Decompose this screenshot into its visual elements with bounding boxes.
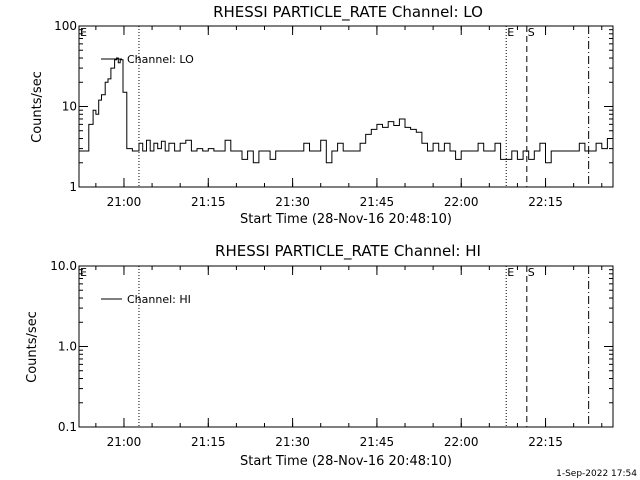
x-tick-label: 21:30 [275,435,310,449]
chart-title: RHESSI PARTICLE_RATE Channel: HI [215,242,481,261]
marker-label-E-axis: E [80,26,87,39]
vertical-markers: E SE [80,266,590,427]
x-tick-label: 22:15 [528,435,563,449]
plot-frame [78,265,614,428]
marker-label-S: S [528,26,535,39]
x-ticks: 21:00 21:15 21:30 21:45 22:00 22:15 [95,266,603,449]
x-tick-label: 22:00 [444,435,479,449]
chart-title: RHESSI PARTICLE_RATE Channel: LO [213,3,483,22]
vertical-markers: E SE [80,26,590,187]
legend: Channel: LO [101,53,194,66]
y-axis-label: Counts/sec [30,71,45,143]
legend-label: Channel: HI [127,293,191,306]
y-axis-label: Counts/sec [25,311,40,383]
y-tick-label: 10 [62,100,77,114]
x-tick-label: 22:00 [444,195,479,209]
y-ticks: 1 10 100 [54,19,613,194]
plot-frame [78,25,614,188]
x-tick-label: 21:45 [360,435,395,449]
timestamp: 1-Sep-2022 17:54 [556,469,637,479]
marker-label-E: E [507,266,514,279]
x-axis-label: Start Time (28-Nov-16 20:48:10) [240,454,452,469]
y-tick-label: 10.0 [50,259,77,273]
y-tick-label: 100 [54,19,77,33]
x-tick-label: 21:00 [107,435,142,449]
marker-label-E-axis: E [80,266,87,279]
x-tick-label: 22:15 [528,195,563,209]
legend-label: Channel: LO [127,53,194,66]
data-series [79,57,613,164]
x-ticks: 21:00 21:15 21:30 21:45 22:00 22:15 [95,26,603,209]
legend: Channel: HI [101,293,191,306]
series-line [79,57,613,164]
marker-label-E: E [507,26,514,39]
x-tick-label: 21:45 [360,195,395,209]
y-ticks: 0.1 1.0 10.0 [50,259,613,434]
x-tick-label: 21:00 [107,195,142,209]
hi-channel-panel: RHESSI PARTICLE_RATE Channel: HI Counts/… [25,242,614,469]
x-tick-label: 21:15 [191,195,226,209]
marker-label-S: S [528,266,535,279]
y-tick-label: 0.1 [58,420,77,434]
lo-channel-panel: RHESSI PARTICLE_RATE Channel: LO Counts/… [30,3,614,227]
x-tick-label: 21:30 [275,195,310,209]
y-tick-label: 1 [69,180,77,194]
y-tick-label: 1.0 [58,340,77,354]
x-tick-label: 21:15 [191,435,226,449]
x-axis-label: Start Time (28-Nov-16 20:48:10) [240,212,452,227]
